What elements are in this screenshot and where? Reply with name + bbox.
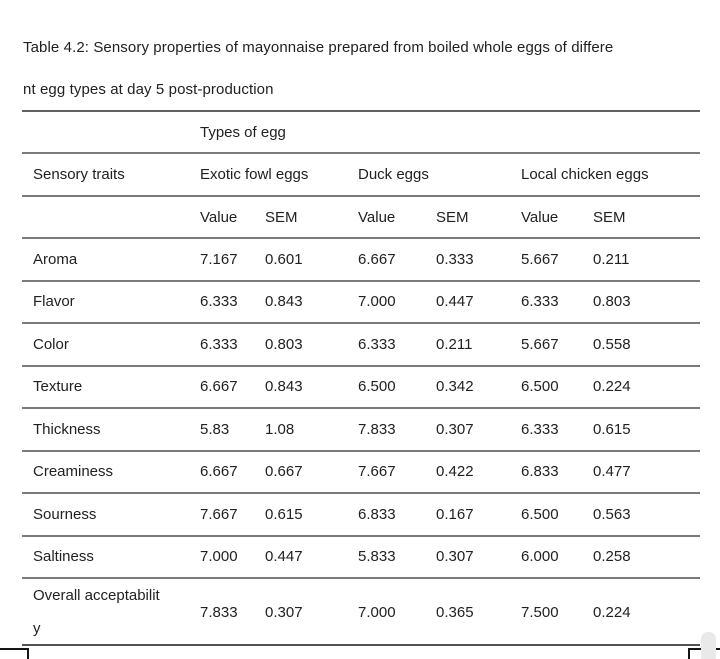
sem-cell: 0.615: [593, 420, 631, 438]
sem-cell: 0.333: [436, 250, 474, 268]
trait-cell: Saltiness: [33, 548, 94, 566]
trait-cell: Texture: [33, 378, 83, 396]
group-header-duck: Duck eggs: [358, 166, 429, 183]
sem-header: SEM: [436, 208, 469, 226]
sem-cell: 0.307: [436, 420, 474, 438]
value-cell: 7.667: [200, 505, 238, 523]
value-cell: 7.000: [358, 293, 396, 311]
sem-cell: 0.211: [593, 250, 630, 268]
group-header-local-chicken: Local chicken eggs: [521, 166, 649, 183]
sem-cell: 0.843: [265, 293, 303, 311]
value-cell: 6.667: [358, 250, 396, 268]
value-cell: 6.667: [200, 463, 238, 481]
value-cell: 6.667: [200, 378, 238, 396]
trait-cell: Creaminess: [33, 463, 114, 481]
trait-cell: Aroma: [33, 250, 78, 268]
sem-cell: 0.224: [593, 603, 631, 621]
trait-cell: Overall acceptabilit y: [33, 587, 160, 637]
value-cell: 6.500: [521, 378, 559, 396]
value-header: Value: [358, 208, 396, 226]
span-header-cell: Types of egg: [200, 123, 286, 141]
table-caption-line-2: nt egg types at day 5 post-production: [23, 81, 274, 98]
sem-header: SEM: [265, 208, 298, 226]
table-row-creaminess: Creaminess 6.667 0.667 7.667 0.422 6.833…: [22, 452, 700, 494]
sem-cell: 0.447: [436, 293, 474, 311]
sem-cell: 0.667: [265, 463, 303, 481]
table-row-thickness: Thickness 5.83 1.08 7.833 0.307 6.333 0.…: [22, 409, 700, 452]
sem-cell: 0.803: [265, 335, 303, 353]
table-row-flavor: Flavor 6.333 0.843 7.000 0.447 6.333 0.8…: [22, 282, 700, 324]
sem-cell: 1.08: [265, 420, 295, 438]
sem-cell: 0.843: [265, 378, 303, 396]
value-cell: 6.500: [358, 378, 396, 396]
trait-cell: Color: [33, 335, 69, 353]
value-cell: 7.167: [200, 250, 238, 268]
sem-cell: 0.422: [436, 463, 474, 481]
partial-element-left: [0, 648, 29, 659]
sem-cell: 0.615: [265, 505, 303, 523]
value-cell: 6.333: [200, 335, 238, 353]
value-cell: 5.833: [358, 548, 396, 566]
sem-cell: 0.167: [436, 505, 474, 523]
scrollbar-thumb[interactable]: [701, 632, 716, 659]
value-cell: 6.833: [521, 463, 559, 481]
traits-header-cell: Sensory traits: [33, 166, 125, 183]
group-header-exotic-fowl: Exotic fowl eggs: [200, 166, 309, 183]
value-header: Value: [521, 208, 559, 226]
value-cell: 6.000: [521, 548, 559, 566]
trait-cell: Thickness: [33, 420, 101, 438]
table-row-sub-headers: Value SEM Value SEM Value SEM: [22, 197, 700, 239]
value-cell: 5.83: [200, 420, 230, 438]
value-cell: 6.333: [358, 335, 396, 353]
sem-cell: 0.477: [593, 463, 631, 481]
value-cell: 7.833: [200, 603, 238, 621]
sem-header: SEM: [593, 208, 626, 226]
sem-cell: 0.307: [265, 603, 303, 621]
table-row-sourness: Sourness 7.667 0.615 6.833 0.167 6.500 0…: [22, 494, 700, 537]
sem-cell: 0.258: [593, 548, 631, 566]
sem-cell: 0.563: [593, 505, 631, 523]
sem-cell: 0.224: [593, 378, 631, 396]
table-row-saltiness: Saltiness 7.000 0.447 5.833 0.307 6.000 …: [22, 537, 700, 579]
sem-cell: 0.601: [265, 250, 303, 268]
value-cell: 5.667: [521, 250, 559, 268]
value-cell: 6.333: [521, 420, 559, 438]
value-cell: 7.000: [200, 548, 238, 566]
trait-cell: Sourness: [33, 505, 97, 523]
table-row-aroma: Aroma 7.167 0.601 6.667 0.333 5.667 0.21…: [22, 239, 700, 282]
value-cell: 7.667: [358, 463, 396, 481]
sem-cell: 0.447: [265, 548, 303, 566]
table-caption-line-1: Table 4.2: Sensory properties of mayonna…: [23, 39, 614, 56]
table-row-span-header: Types of egg: [22, 112, 700, 154]
trait-cell: Flavor: [33, 293, 75, 311]
value-cell: 7.500: [521, 603, 559, 621]
value-cell: 6.500: [521, 505, 559, 523]
table-row-color: Color 6.333 0.803 6.333 0.211 5.667 0.55…: [22, 324, 700, 367]
value-header: Value: [200, 208, 238, 226]
value-cell: 7.000: [358, 603, 396, 621]
sem-cell: 0.365: [436, 603, 474, 621]
sem-cell: 0.211: [436, 335, 473, 353]
sem-cell: 0.558: [593, 335, 631, 353]
value-cell: 7.833: [358, 420, 396, 438]
table-row-group-headers: Sensory traits Exotic fowl eggs Duck egg…: [22, 154, 700, 197]
sem-cell: 0.803: [593, 293, 631, 311]
value-cell: 6.333: [521, 293, 559, 311]
sem-cell: 0.342: [436, 378, 474, 396]
table-row-overall-acceptability: Overall acceptabilit y 7.833 0.307 7.000…: [22, 579, 700, 646]
sem-cell: 0.307: [436, 548, 474, 566]
sensory-properties-table: Types of egg Sensory traits Exotic fowl …: [22, 110, 700, 646]
value-cell: 6.333: [200, 293, 238, 311]
table-row-texture: Texture 6.667 0.843 6.500 0.342 6.500 0.…: [22, 367, 700, 409]
value-cell: 6.833: [358, 505, 396, 523]
value-cell: 5.667: [521, 335, 559, 353]
